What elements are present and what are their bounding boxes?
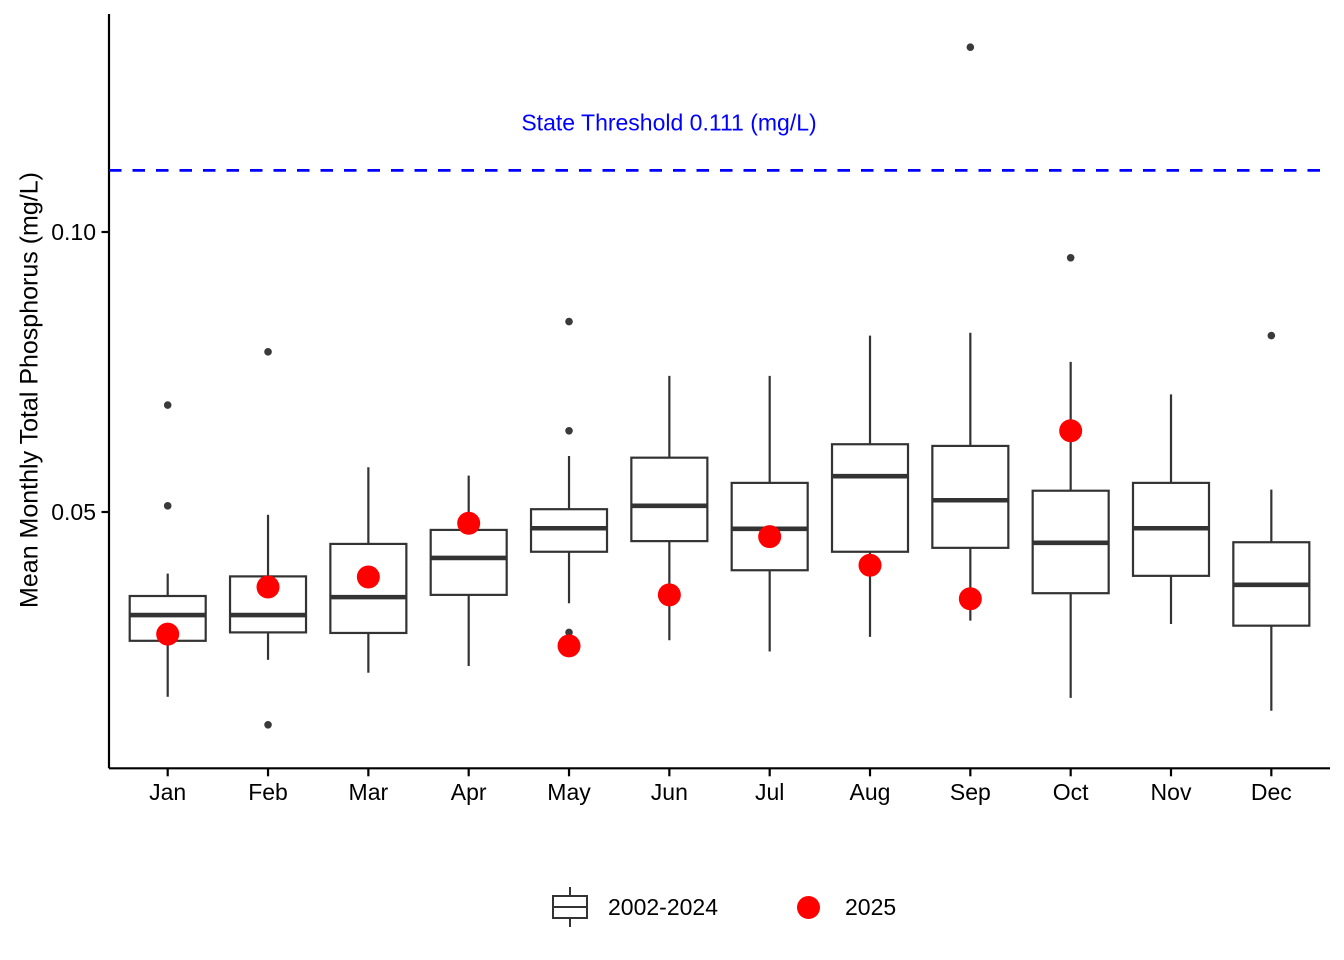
- box-iqr: [830, 443, 910, 553]
- x-tick-label-may: May: [547, 779, 591, 805]
- x-tick-label-feb: Feb: [248, 779, 288, 805]
- outlier-point: [1267, 331, 1276, 340]
- box-iqr: [630, 456, 709, 543]
- x-tick-label-nov: Nov: [1151, 779, 1192, 805]
- x-tick-label-jul: Jul: [755, 779, 784, 805]
- legend-item-2025: 2025: [797, 894, 896, 921]
- point-2025-jan: [156, 622, 180, 646]
- point-2025-oct: [1059, 419, 1083, 443]
- point-2025-apr: [457, 511, 481, 535]
- boxplot-jan: [128, 401, 207, 697]
- red-dot-icon: [797, 895, 820, 919]
- boxplot-legend-icon: [552, 887, 588, 927]
- boxplot-nov: [1131, 394, 1211, 624]
- point-2025-jun: [657, 583, 681, 607]
- point-2025-jul: [758, 525, 782, 549]
- outlier-point: [966, 43, 975, 51]
- x-tick-label-sep: Sep: [950, 779, 991, 805]
- boxplot-apr: [429, 475, 508, 666]
- boxplot-dec: [1232, 331, 1311, 711]
- boxplot-feb: [228, 348, 308, 729]
- x-tick-label-jun: Jun: [651, 779, 688, 805]
- point-2025-mar: [356, 565, 380, 589]
- legend-item-historic: 2002-2024: [551, 886, 718, 928]
- point-2025-feb: [256, 575, 280, 599]
- outlier-point: [565, 427, 573, 435]
- x-tick-label-aug: Aug: [850, 779, 891, 805]
- outlier-point: [264, 721, 272, 729]
- threshold-label: State Threshold 0.111 (mg/L): [521, 109, 817, 136]
- x-tick-label-apr: Apr: [451, 779, 487, 805]
- boxplot-may: [529, 317, 609, 637]
- legend: 2002-2024 2025: [551, 886, 896, 928]
- legend-label-historic: 2002-2024: [608, 893, 718, 920]
- x-tick-label-jan: Jan: [149, 779, 186, 805]
- outlier-point: [565, 628, 573, 637]
- x-tick-label-dec: Dec: [1251, 779, 1292, 805]
- outlier-point: [565, 317, 573, 326]
- y-tick-label: 0.10: [51, 219, 96, 245]
- point-2025-may: [557, 634, 581, 658]
- boxplot-jun: [630, 375, 709, 641]
- boxplot-jul: [730, 375, 809, 652]
- point-2025-sep: [958, 587, 982, 611]
- outlier-point: [163, 401, 172, 409]
- legend-label-2025: 2025: [845, 893, 897, 920]
- y-tick-label: 0.05: [51, 499, 96, 525]
- boxplot-sep: [931, 43, 1010, 621]
- x-tick-label-oct: Oct: [1053, 779, 1089, 805]
- boxplot-aug: [830, 335, 910, 637]
- y-axis-title: Mean Monthly Total Phosphorus (mg/L): [15, 172, 44, 608]
- box-iqr: [931, 444, 1010, 549]
- box-iqr: [429, 528, 508, 596]
- outlier-point: [1066, 253, 1075, 262]
- boxplot-oct: [1031, 253, 1110, 698]
- x-tick-label-mar: Mar: [349, 779, 389, 805]
- outlier-point: [163, 502, 172, 510]
- outlier-point: [264, 348, 272, 356]
- point-2025-aug: [858, 553, 882, 577]
